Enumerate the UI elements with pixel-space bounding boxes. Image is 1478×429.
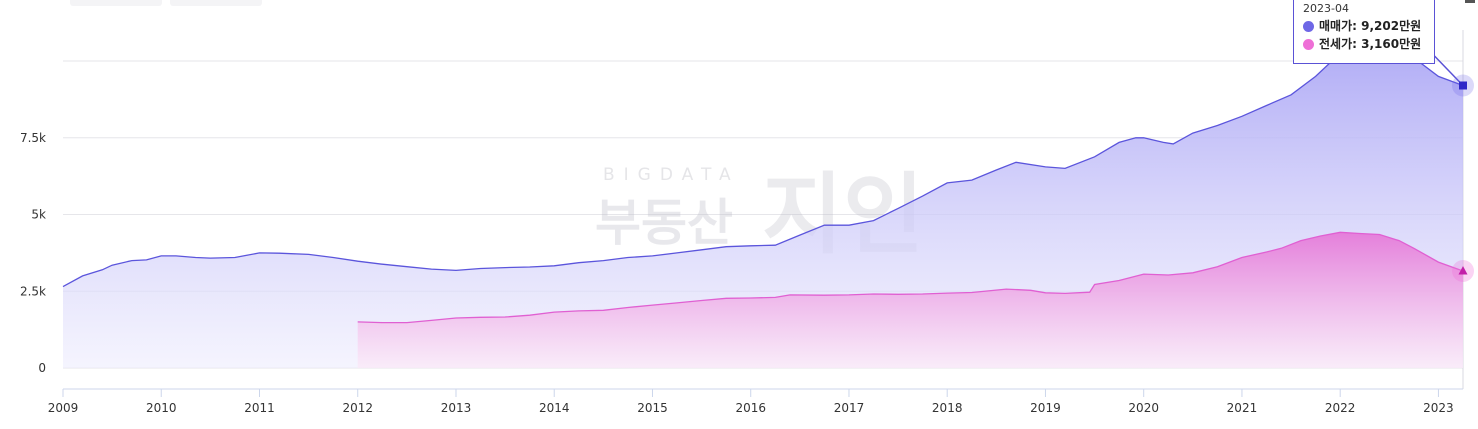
tooltip-date: 2023-04: [1303, 2, 1349, 15]
x-tick-label: 2013: [441, 401, 472, 415]
period-tab[interactable]: [70, 0, 162, 6]
period-tabs: [70, 0, 262, 6]
jeonse-hover-marker: [1458, 265, 1468, 275]
x-tick-label: 2011: [244, 401, 275, 415]
tooltip-label: 매매가: [1319, 19, 1353, 33]
x-tick-label: 2010: [146, 401, 177, 415]
watermark-title: 부동산: [595, 194, 733, 252]
x-tick-label: 2014: [539, 401, 570, 415]
x-tick-label: 2023: [1423, 401, 1454, 415]
x-tick-label: 2017: [834, 401, 865, 415]
x-tick-label: 2009: [48, 401, 79, 415]
jeonse-price-line: [357, 231, 1464, 324]
sale-dot-icon: [1303, 20, 1314, 32]
y-tick-label: 7.5k: [20, 131, 46, 145]
tooltip-row-jeonse: 전세가: 3,160만원: [1303, 35, 1434, 53]
jeonse-dot-icon: [1303, 38, 1314, 50]
y-tick-label: 0: [38, 361, 46, 375]
x-tick-label: 2019: [1030, 401, 1061, 415]
y-tick-label: 2.5k: [20, 284, 46, 298]
x-tick-label: 2016: [735, 401, 766, 415]
corner-handle: [1465, 0, 1475, 3]
tooltip: 2023-04 매매가: 9,202만원 전세가: 3,160만원: [1293, 0, 1435, 64]
x-tick-label: 2021: [1227, 401, 1258, 415]
y-tick-label: 5k: [31, 208, 46, 222]
jeonse-price-area: [357, 232, 1464, 368]
sale-hover-marker: [1459, 81, 1467, 90]
x-tick-label: 2012: [342, 401, 373, 415]
tooltip-label: 전세가: [1319, 37, 1353, 51]
tooltip-row-sale: 매매가: 9,202만원: [1303, 17, 1434, 35]
x-tick-label: 2020: [1128, 401, 1159, 415]
watermark-subtitle: BIGDATA: [603, 165, 740, 185]
period-tab[interactable]: [170, 0, 262, 6]
x-tick-label: 2015: [637, 401, 668, 415]
tooltip-value: 9,202만원: [1361, 19, 1422, 33]
sale-price-line: [62, 49, 1464, 288]
x-tick-label: 2022: [1325, 401, 1356, 415]
x-tick-label: 2018: [932, 401, 963, 415]
tooltip-value: 3,160만원: [1361, 37, 1422, 51]
